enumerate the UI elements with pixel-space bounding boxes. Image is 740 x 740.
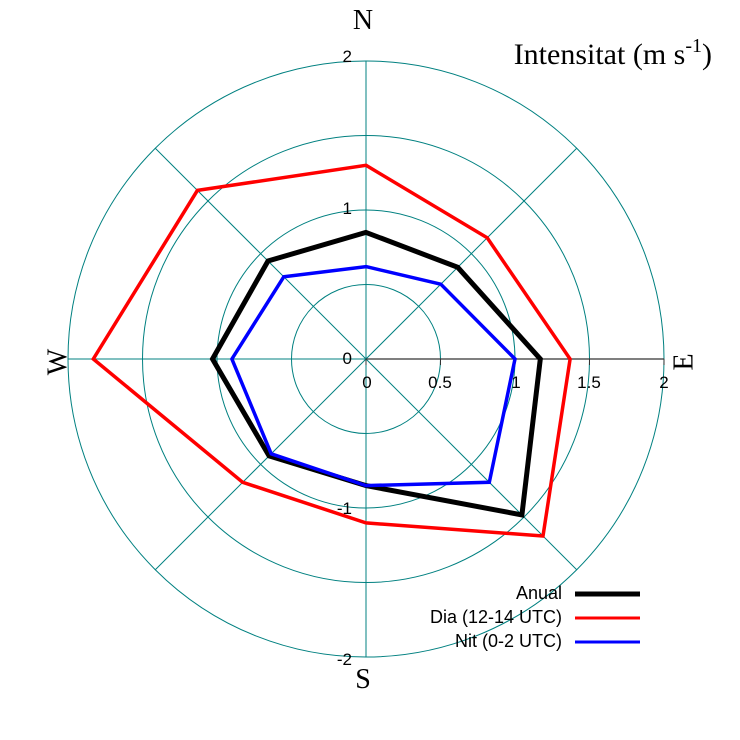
series-layer [91, 163, 572, 538]
x-tick-label: 0 [362, 373, 371, 392]
x-tick-label: 0.5 [428, 373, 452, 392]
x-tick-label: 1 [511, 373, 520, 392]
compass-label-s: S [355, 664, 371, 695]
compass-label-e: E [669, 353, 700, 370]
y-tick-label: 2 [343, 47, 352, 66]
series-line-dia [91, 163, 572, 538]
x-tick-labels: 0 0.5 1 1.5 2 [362, 373, 668, 392]
y-tick-labels: 2 1 0 -1 -2 [337, 47, 352, 669]
chart-title-close: ) [702, 38, 712, 71]
chart-title-sup: -1 [685, 35, 702, 57]
series-line-nit [229, 264, 517, 488]
y-tick-label: 1 [343, 199, 352, 218]
legend-label-nit: Nit (0-2 UTC) [455, 631, 562, 651]
y-tick-label: -2 [337, 650, 352, 669]
chart-title: Intensitat (m s-1) [514, 35, 712, 71]
chart-title-main: Intensitat (m s [514, 38, 686, 71]
compass-label-w: W [43, 348, 74, 375]
x-tick-label: 1.5 [577, 373, 601, 392]
compass-label-n: N [353, 5, 373, 36]
polar-grid [67, 60, 665, 658]
legend-label-dia: Dia (12-14 UTC) [430, 607, 562, 627]
grid-spoke-ne [365, 147, 578, 360]
x-tick-label: 2 [659, 373, 668, 392]
y-tick-label: -1 [337, 499, 352, 518]
grid-spoke-se [365, 358, 578, 571]
legend: Anual Dia (12-14 UTC) Nit (0-2 UTC) [430, 583, 640, 651]
legend-label-anual: Anual [516, 583, 562, 603]
grid-spoke-nw [154, 147, 367, 360]
grid-spoke-sw [154, 358, 367, 571]
y-tick-label: 0 [343, 349, 352, 368]
